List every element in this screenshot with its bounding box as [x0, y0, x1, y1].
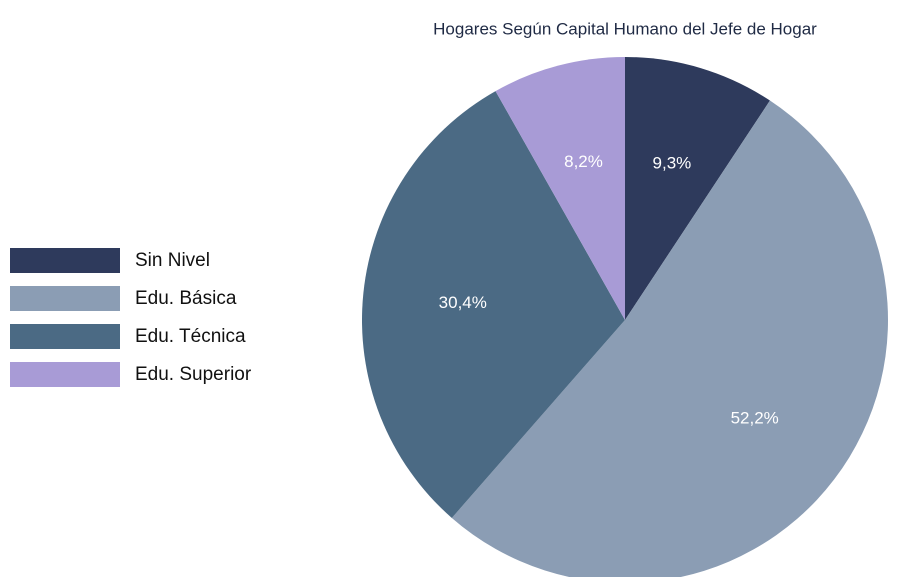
pie-slice [495, 57, 625, 320]
data-label: 52,2% [731, 408, 779, 427]
legend-label: Edu. Básica [135, 288, 237, 309]
legend-swatch [10, 286, 120, 311]
chart-title: Hogares Según Capital Humano del Jefe de… [433, 19, 817, 38]
pie-slice [625, 57, 770, 320]
legend-label: Sin Nivel [135, 250, 210, 271]
data-label: 30,4% [439, 293, 487, 312]
pie-slice [361, 91, 625, 518]
pie-slice [451, 100, 888, 577]
legend-label: Edu. Técnica [135, 326, 246, 347]
data-label: 8,2% [564, 152, 603, 171]
legend-swatch [10, 324, 120, 349]
legend-label: Edu. Superior [135, 364, 252, 385]
legend-swatch [10, 362, 120, 387]
data-label: 9,3% [653, 153, 692, 172]
legend-swatch [10, 248, 120, 273]
